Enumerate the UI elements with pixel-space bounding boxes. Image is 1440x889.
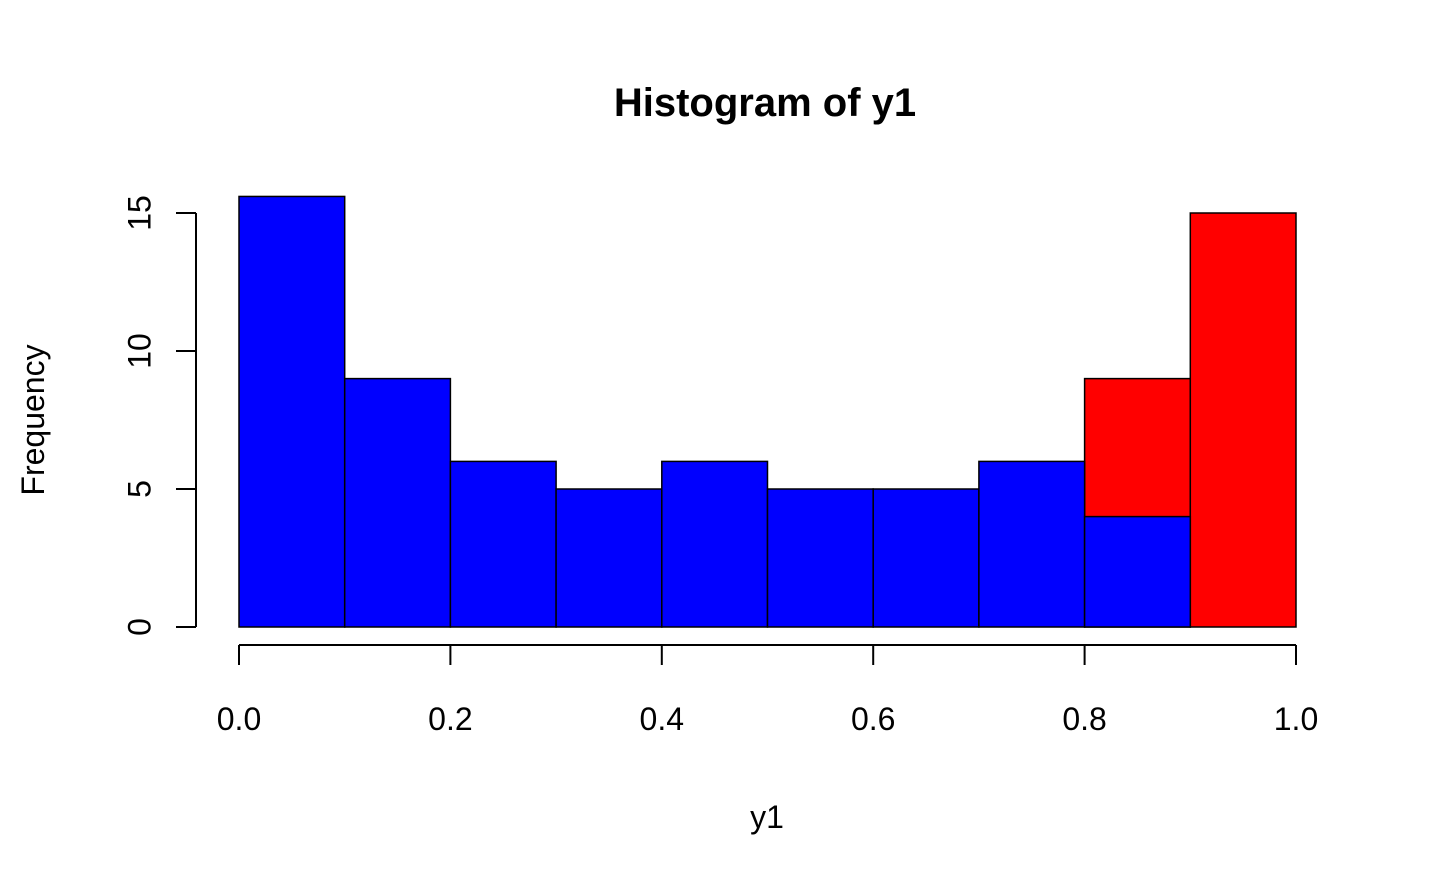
histogram-bar [872,488,980,628]
histogram-bar [1189,212,1297,628]
chart-title: Histogram of y1 [614,81,916,125]
x-axis: 0.0 0.2 0.4 0.6 0.8 1.0 [217,644,1318,737]
histogram-bar [978,460,1086,628]
bars-group [238,195,1297,628]
histogram-bar [766,488,874,628]
x-tick-label: 0.8 [1062,701,1106,737]
x-tick-label: 0.4 [640,701,684,737]
x-tick-label: 1.0 [1274,701,1318,737]
y-tick-label: 0 [121,618,157,636]
histogram-bar [555,488,663,628]
x-tick-label: 0.6 [851,701,895,737]
y-axis-label: Frequency [15,344,51,495]
histogram-bar [449,460,557,628]
y-axis: 0 5 10 15 [121,195,197,636]
histogram-bar [343,377,452,628]
y-tick-label: 15 [121,195,157,231]
histogram-bar [1083,515,1192,628]
y-tick-label: 5 [121,480,157,498]
x-tick-label: 0.0 [217,701,261,737]
x-axis-label: y1 [750,799,784,835]
histogram-bar [238,195,346,628]
x-tick-label: 0.2 [428,701,472,737]
histogram-bar [661,460,769,628]
y-tick-label: 10 [121,333,157,369]
